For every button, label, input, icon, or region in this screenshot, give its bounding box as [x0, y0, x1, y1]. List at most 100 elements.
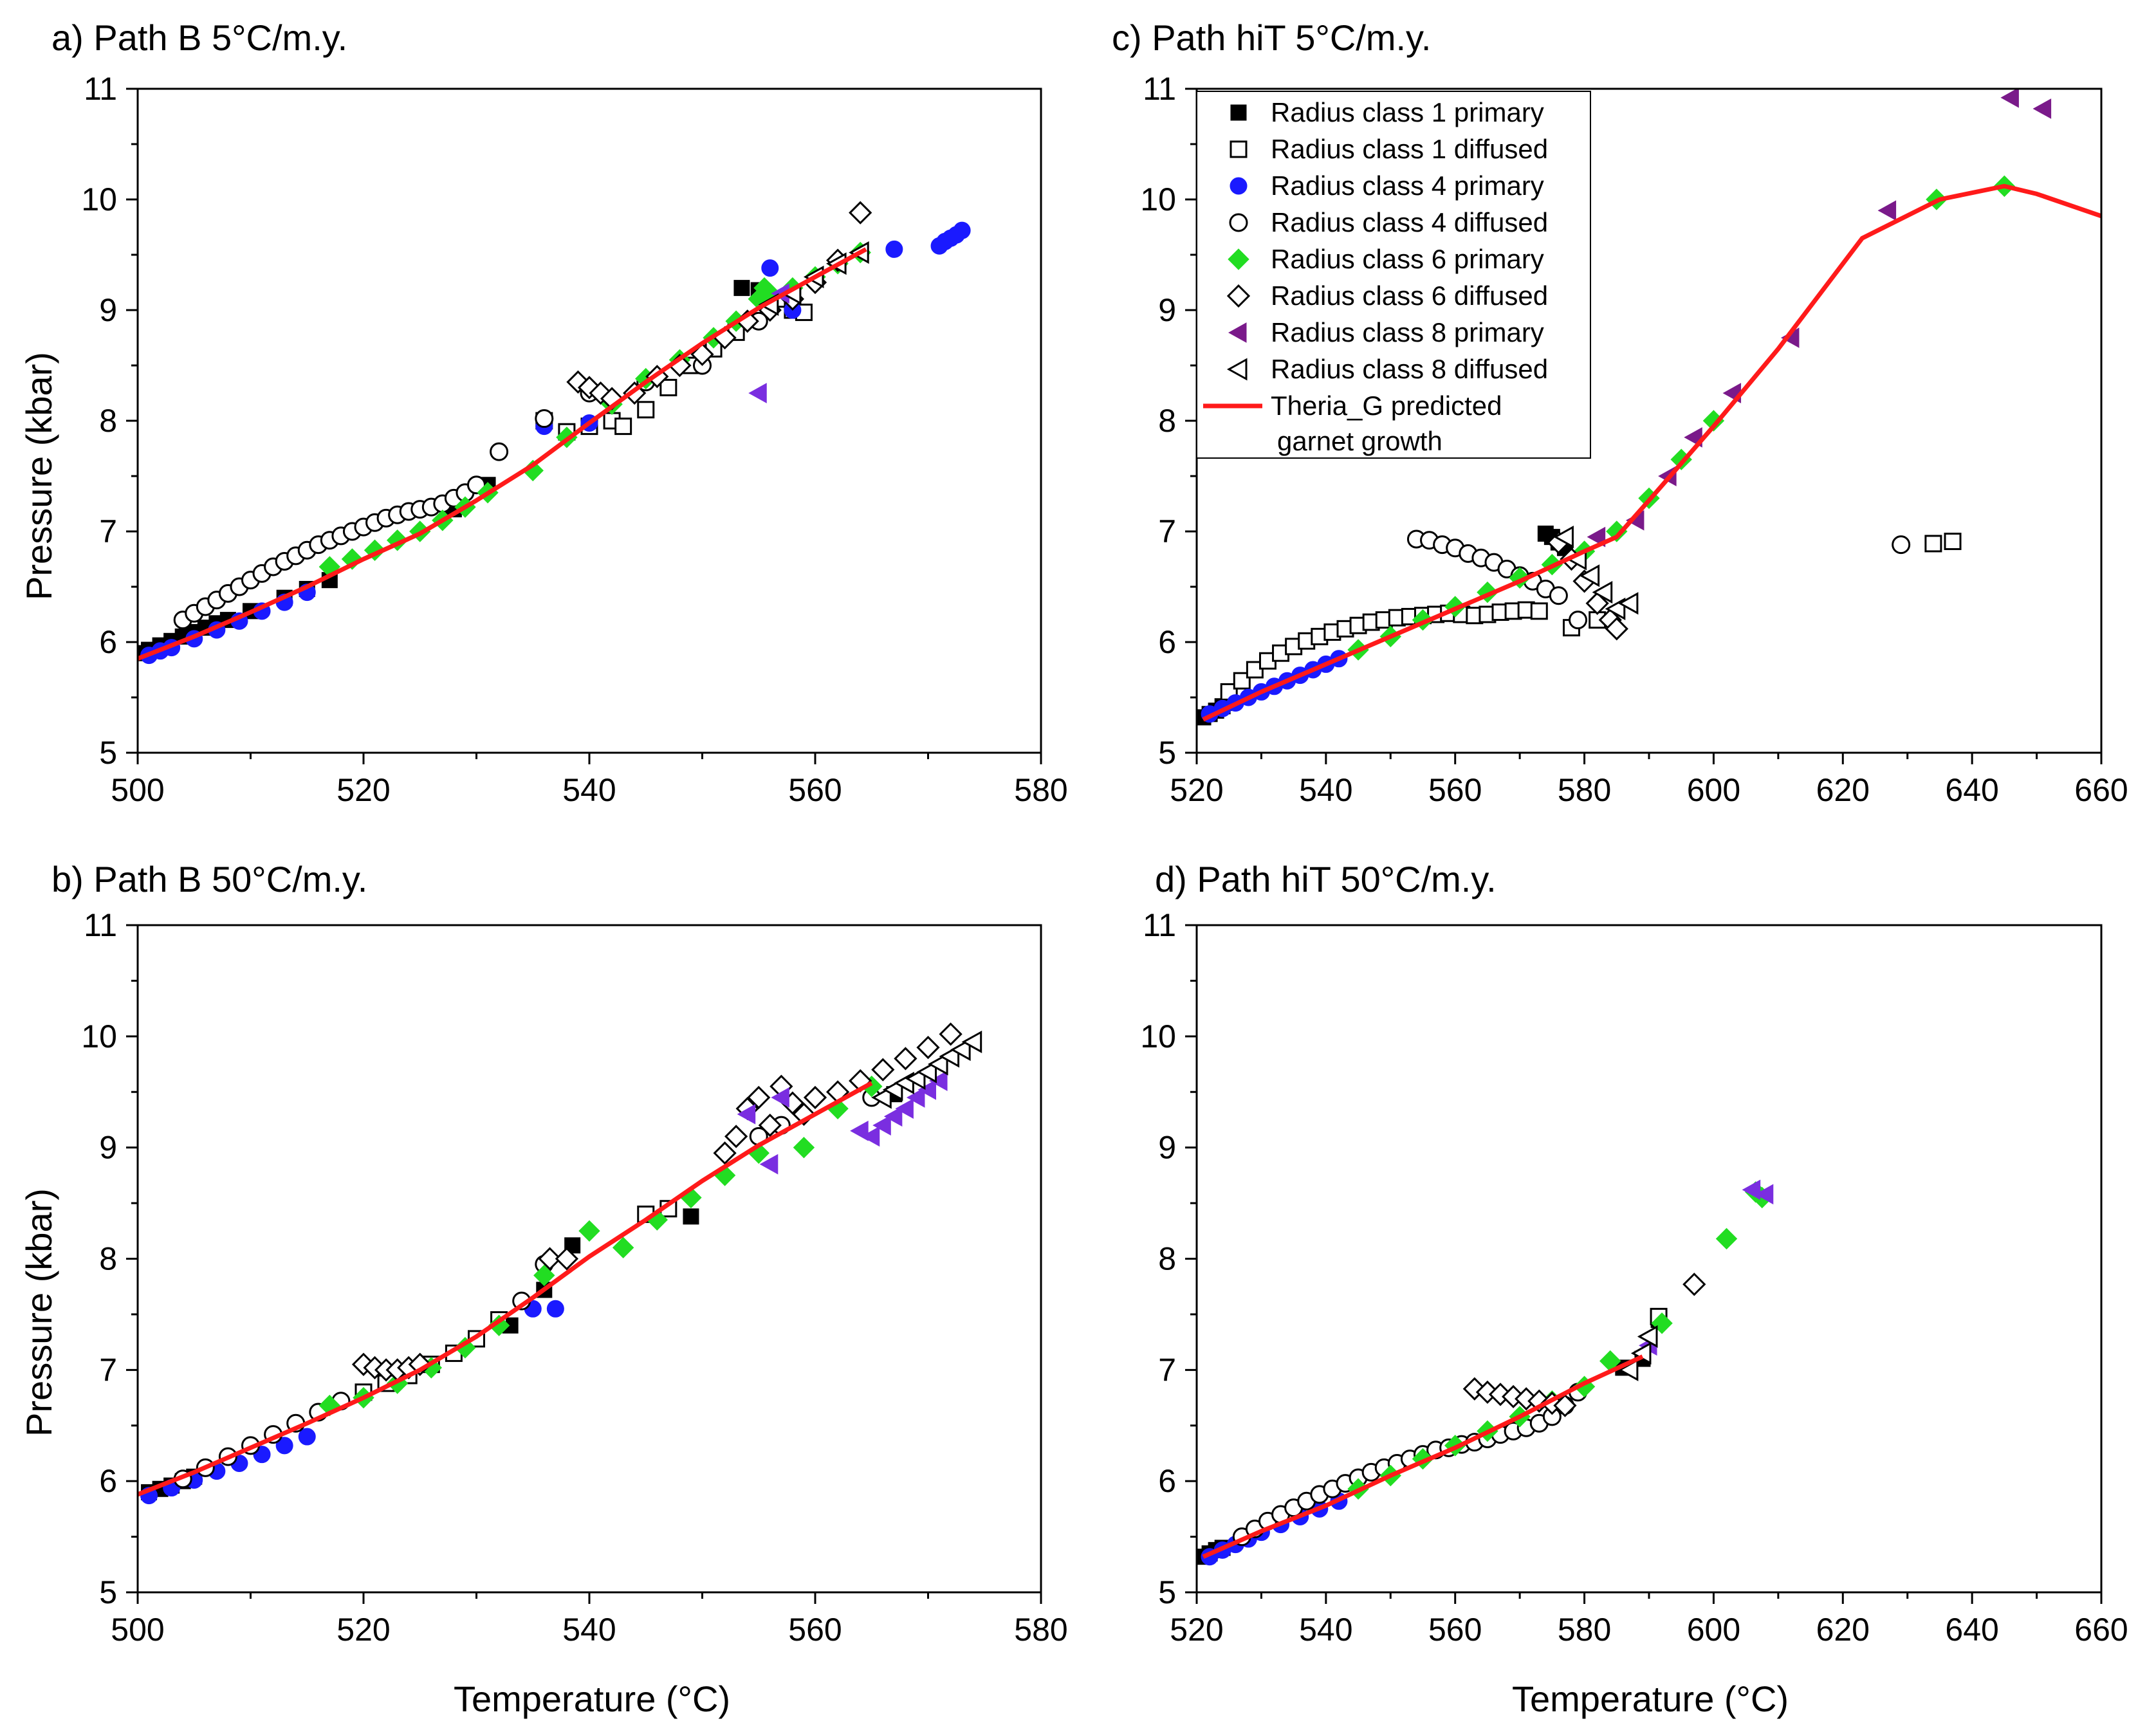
y-tick-label: 7 — [1158, 513, 1176, 549]
point-radius-class-6-diffused — [916, 1035, 940, 1060]
series-radius-class-1-primary — [138, 280, 767, 661]
point-radius-class-8-diffused — [1637, 1325, 1658, 1348]
x-tick-label: 520 — [1170, 1612, 1223, 1648]
point-radius-class-8-primary — [737, 1103, 756, 1125]
y-tick-label: 6 — [1158, 1463, 1176, 1499]
point-radius-class-6-diffused — [1605, 617, 1628, 641]
y-tick-label: 11 — [84, 907, 117, 943]
x-tick-label: 540 — [1299, 772, 1352, 808]
series-radius-class-8-primary — [737, 1071, 948, 1175]
point-radius-class-8-diffused — [916, 1060, 937, 1083]
point-radius-class-4-primary — [275, 1437, 293, 1455]
point-radius-class-8-primary — [771, 1087, 789, 1108]
legend-label-theria: Theria_G predicted — [1271, 391, 1502, 421]
point-radius-class-6-diffused — [894, 1047, 917, 1071]
theria-g-line — [1202, 183, 2101, 722]
point-radius-class-8-diffused — [1617, 592, 1639, 615]
x-tick-label: 560 — [1428, 1612, 1482, 1648]
point-radius-class-8-primary — [1877, 200, 1897, 221]
point-radius-class-1-diffused — [637, 401, 655, 419]
y-tick-label: 9 — [99, 292, 117, 328]
y-tick-label: 6 — [99, 1463, 117, 1499]
legend-marker-radius-class-6-primary — [1228, 248, 1249, 270]
point-radius-class-1-diffused — [614, 418, 632, 436]
x-tick-label: 580 — [1558, 772, 1611, 808]
y-tick-label: 8 — [1158, 403, 1176, 439]
point-radius-class-4-primary — [953, 221, 971, 239]
legend-marker-radius-class-1-primary — [1230, 104, 1247, 121]
y-tick-label: 10 — [81, 181, 117, 217]
point-radius-class-8-primary — [872, 1115, 891, 1136]
series-radius-class-8-primary — [1587, 89, 2052, 548]
point-radius-class-8-diffused — [1592, 581, 1613, 604]
point-radius-class-6-diffused — [1682, 1273, 1706, 1296]
x-tick-label: 600 — [1687, 772, 1740, 808]
y-tick-label: 6 — [1158, 624, 1176, 660]
legend-marker-radius-class-4-primary — [1230, 177, 1248, 195]
y-tick-label: 5 — [99, 735, 117, 771]
point-radius-class-4-primary — [885, 240, 903, 258]
y-tick-label: 5 — [1158, 735, 1176, 771]
panel-a-title: a) Path B 5°C/m.y. — [51, 17, 347, 58]
point-radius-class-6-diffused — [758, 1113, 782, 1137]
x-tick-label: 500 — [111, 1612, 164, 1648]
point-radius-class-6-diffused — [713, 1141, 737, 1165]
x-tick-label: 640 — [1945, 772, 1998, 808]
point-radius-class-8-diffused — [1553, 526, 1574, 549]
legend-marker-radius-class-6-diffused — [1226, 284, 1251, 308]
y-tick-label: 8 — [99, 1241, 117, 1277]
point-radius-class-6-diffused — [1553, 1394, 1577, 1417]
x-axis-label-left: Temperature (°C) — [454, 1679, 730, 1719]
x-tick-label: 540 — [1299, 1612, 1352, 1648]
series-radius-class-6-diffused — [351, 1022, 963, 1382]
panel-d-frame — [1195, 924, 2103, 1594]
point-radius-class-6-diffused — [871, 1058, 895, 1081]
panel-c-ticks: 520 540 560 580 600 620 640 660 5 6 7 8 9 10 11 — [1140, 71, 2128, 808]
point-radius-class-4-primary — [546, 1300, 564, 1318]
point-radius-class-6-primary — [488, 1314, 510, 1336]
point-radius-class-8-primary — [917, 1079, 936, 1100]
x-tick-label: 500 — [111, 772, 164, 808]
point-radius-class-6-diffused — [747, 1085, 771, 1110]
legend-marker-radius-class-4-diffused — [1229, 213, 1248, 232]
y-tick-label: 7 — [1158, 1352, 1176, 1388]
x-tick-label: 520 — [336, 1612, 390, 1648]
point-radius-class-8-primary — [906, 1087, 925, 1108]
point-radius-class-8-diffused — [1579, 564, 1600, 587]
point-radius-class-6-diffused — [803, 1085, 827, 1110]
x-tick-label: 560 — [788, 1612, 842, 1648]
theria-g-line — [138, 247, 867, 661]
point-radius-class-8-primary — [895, 1098, 914, 1119]
point-radius-class-8-diffused — [950, 1038, 971, 1062]
y-tick-label: 9 — [99, 1130, 117, 1166]
legend-label-r4p: Radius class 4 primary — [1271, 170, 1544, 201]
x-axis-label-right: Temperature (°C) — [1512, 1679, 1789, 1719]
y-tick-label: 8 — [99, 403, 117, 439]
x-tick-label: 580 — [1014, 1612, 1067, 1648]
point-radius-class-8-primary — [1755, 1184, 1774, 1205]
point-radius-class-8-diffused — [961, 1030, 982, 1054]
legend-marker-radius-class-1-diffused — [1230, 140, 1248, 158]
y-tick-label: 10 — [81, 1018, 117, 1054]
series-radius-class-6-diffused — [1462, 1273, 1706, 1417]
y-tick-label: 7 — [99, 1352, 117, 1388]
point-radius-class-6-primary — [578, 1220, 600, 1242]
x-tick-label: 620 — [1816, 772, 1870, 808]
y-tick-label: 8 — [1158, 1241, 1176, 1277]
series-radius-class-4-diffused — [173, 1088, 881, 1489]
point-radius-class-8-diffused — [871, 1086, 892, 1109]
point-radius-class-1-diffused — [1233, 672, 1251, 690]
legend-marker-radius-class-8-diffused — [1226, 358, 1248, 381]
point-radius-class-1-diffused — [659, 378, 677, 396]
point-radius-class-8-primary — [861, 1126, 880, 1147]
panel-c-plot: 520 540 560 580 600 620 640 660 5 6 7 8 9 10 11 — [1140, 71, 2128, 808]
legend-label-r6p: Radius class 6 primary — [1271, 244, 1544, 274]
series-radius-class-4-diffused — [173, 311, 768, 630]
x-tick-label: 520 — [1170, 772, 1223, 808]
x-tick-label: 600 — [1687, 1612, 1740, 1648]
y-tick-label: 11 — [1143, 71, 1176, 107]
point-radius-class-6-diffused — [939, 1022, 963, 1046]
point-radius-class-1-diffused — [1944, 532, 1962, 550]
x-tick-label: 580 — [1014, 772, 1067, 808]
point-radius-class-4-diffused — [535, 409, 554, 428]
